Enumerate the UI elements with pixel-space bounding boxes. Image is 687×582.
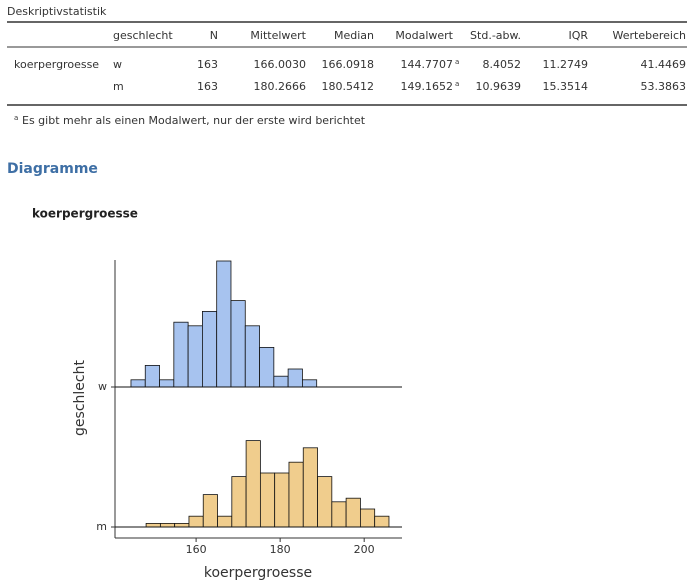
- chart-title: koerpergroesse: [32, 207, 138, 221]
- histogram-bar: [230, 300, 246, 388]
- x-axis-title: koerpergroesse: [204, 565, 312, 581]
- table-cell: 180.2666: [254, 80, 307, 93]
- table-cell: 10.9639: [476, 80, 522, 93]
- footnote-marker: a: [455, 58, 459, 66]
- histogram-bar: [302, 379, 318, 388]
- table-cell: 53.3863: [641, 80, 687, 93]
- histogram-bar: [144, 364, 160, 388]
- section-heading: Diagramme: [7, 161, 98, 177]
- histogram-bar: [287, 368, 303, 388]
- histogram-bar: [231, 476, 247, 528]
- column-header: IQR: [568, 29, 588, 42]
- histogram-bar: [202, 494, 218, 528]
- y-tick-label: w: [98, 380, 107, 393]
- y-axis-title: geschlecht: [72, 360, 88, 436]
- histogram-bar: [145, 523, 161, 528]
- table-cell: 166.0918: [322, 58, 375, 71]
- histogram-bar: [345, 497, 361, 528]
- footnote: Es gibt mehr als einen Modalwert, nur de…: [22, 114, 366, 127]
- histogram-bar: [244, 325, 260, 388]
- column-header: Modalwert: [395, 29, 453, 42]
- histogram-bar: [202, 310, 218, 388]
- table-cell: 41.4469: [641, 58, 687, 71]
- column-header: Wertebereich: [613, 29, 687, 42]
- x-tick-label: 200: [354, 543, 375, 556]
- table-cell: 149.1652: [401, 80, 454, 93]
- table-cell: 163: [197, 58, 218, 71]
- histogram-bar: [259, 472, 276, 528]
- histogram-bar: [245, 440, 261, 528]
- table-cell: 11.2749: [543, 58, 589, 71]
- variable-name: koerpergroesse: [14, 58, 99, 71]
- table-cell: 144.7707: [401, 58, 454, 71]
- histogram-bar: [173, 321, 189, 388]
- histogram-bar: [317, 476, 333, 528]
- x-tick-label: 160: [186, 543, 207, 556]
- table-cell: 180.5412: [322, 80, 375, 93]
- column-header: Std.-abw.: [470, 29, 521, 42]
- histogram-bar: [130, 379, 146, 388]
- histogram-bar: [331, 501, 347, 528]
- table-title: Deskriptivstatistik: [7, 5, 107, 18]
- table-cell: 163: [197, 80, 218, 93]
- column-header: geschlecht: [113, 29, 173, 42]
- histogram-bar: [359, 508, 376, 528]
- footnote-marker: a: [14, 114, 18, 122]
- footnote-marker: a: [455, 80, 459, 88]
- x-tick-label: 180: [270, 543, 291, 556]
- histogram-bar: [274, 472, 290, 528]
- column-header: Median: [334, 29, 374, 42]
- histogram-bar: [188, 515, 204, 528]
- histogram-bar: [273, 375, 289, 388]
- table-cell: 15.3514: [543, 80, 589, 93]
- histogram-bar: [216, 260, 232, 388]
- histogram-bar: [302, 447, 318, 528]
- column-header: Mittelwert: [250, 29, 306, 42]
- y-tick-label: m: [96, 520, 107, 533]
- histogram-bar: [217, 515, 233, 528]
- histogram-bar: [159, 523, 176, 528]
- group-cell: w: [113, 58, 122, 71]
- table-cell: 8.4052: [483, 58, 522, 71]
- histogram-bar: [259, 346, 275, 388]
- histogram-bar: [159, 379, 175, 388]
- table-cell: 166.0030: [254, 58, 307, 71]
- histogram-bar: [174, 523, 190, 528]
- histogram-bar: [288, 461, 304, 528]
- column-header: N: [210, 29, 218, 42]
- histogram-bar: [187, 325, 203, 388]
- histogram-bar: [374, 515, 390, 528]
- group-cell: m: [113, 80, 124, 93]
